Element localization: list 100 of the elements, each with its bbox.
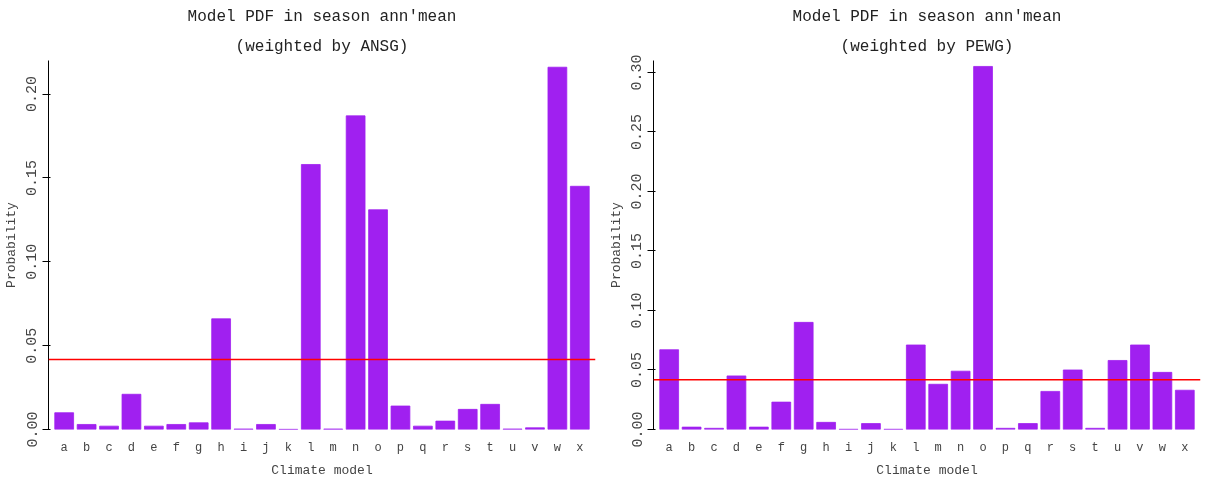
bar: [1174, 389, 1195, 430]
x-tick-label: h: [822, 440, 830, 455]
bar: [861, 423, 881, 430]
bar: [1130, 344, 1150, 430]
x-tick-label: l: [307, 440, 315, 455]
bar: [950, 370, 971, 430]
bar: [457, 408, 478, 430]
x-tick-label: n: [352, 440, 360, 455]
x-tick-label: g: [195, 440, 203, 455]
bar: [749, 426, 769, 430]
bar: [144, 425, 164, 430]
bar: [973, 66, 993, 430]
x-tick-label: m: [934, 440, 942, 455]
x-tick-label: x: [576, 440, 584, 455]
y-tick-label: 0.15: [629, 232, 647, 269]
bar: [390, 405, 411, 430]
y-tick-label: 0.25: [629, 113, 647, 150]
x-tick-label: a: [665, 440, 673, 455]
bar: [121, 393, 142, 430]
x-tick-label: t: [1091, 440, 1099, 455]
bar: [480, 403, 500, 430]
x-tick-label: c: [105, 440, 113, 455]
bar: [256, 424, 276, 430]
x-tick-label: g: [800, 440, 808, 455]
bar: [1152, 371, 1173, 430]
x-tick-label: p: [396, 440, 405, 455]
x-tick-label: l: [912, 440, 920, 455]
y-tick-label: 0.00: [24, 411, 42, 448]
bar: [368, 209, 388, 430]
x-tick-label: a: [60, 440, 68, 455]
bar: [928, 383, 949, 430]
y-tick-label: 0.05: [629, 351, 647, 388]
x-tick-label: d: [127, 440, 136, 455]
y-tick-label: 0.20: [629, 173, 647, 210]
x-tick-label: i: [239, 440, 248, 455]
bar: [569, 185, 590, 430]
y-tick-label: 0.30: [629, 54, 647, 91]
x-tick-label: k: [889, 440, 897, 455]
chart-title: Model PDF in season ann'mean: [792, 7, 1062, 26]
bar: [345, 115, 366, 430]
x-tick-label: e: [755, 440, 763, 455]
x-tick-label: v: [531, 440, 539, 455]
x-tick-label: b: [83, 440, 91, 455]
x-tick-label: w: [1158, 440, 1167, 455]
x-tick-label: o: [374, 440, 382, 455]
x-tick-label: v: [1136, 440, 1144, 455]
y-axis-title: Probability: [608, 201, 624, 288]
chart-subtitle: (weighted by ANSG): [235, 37, 409, 56]
bar: [726, 375, 747, 430]
bar: [99, 425, 119, 430]
bar: [816, 421, 836, 430]
x-tick-label: q: [419, 440, 427, 455]
x-tick-label: u: [1113, 440, 1122, 455]
x-tick-label: h: [217, 440, 225, 455]
x-tick-label: s: [464, 440, 472, 455]
bar: [681, 426, 702, 430]
x-axis-title: Climate model: [876, 462, 978, 478]
x-tick-label: m: [329, 440, 337, 455]
bar: [1107, 360, 1128, 430]
y-tick-label: 0.10: [629, 292, 647, 329]
bar: [1062, 369, 1083, 430]
x-tick-label: k: [284, 440, 292, 455]
x-tick-label: s: [1069, 440, 1077, 455]
y-tick-label: 0.00: [629, 411, 647, 448]
x-tick-label: j: [867, 440, 875, 455]
x-tick-label: u: [508, 440, 517, 455]
x-tick-label: b: [688, 440, 696, 455]
bar: [211, 318, 231, 430]
x-tick-label: n: [957, 440, 965, 455]
x-tick-label: t: [486, 440, 494, 455]
chart-title: Model PDF in season ann'mean: [187, 7, 457, 26]
x-tick-label: r: [441, 440, 449, 455]
bar: [76, 424, 97, 430]
bar: [54, 412, 75, 430]
bar: [793, 321, 814, 430]
x-tick-label: e: [150, 440, 158, 455]
x-tick-label: x: [1181, 440, 1189, 455]
chart-subtitle: (weighted by PEWG): [840, 37, 1014, 56]
x-tick-label: w: [553, 440, 562, 455]
bar: [905, 344, 926, 430]
x-tick-label: d: [732, 440, 741, 455]
x-tick-label: i: [844, 440, 853, 455]
y-tick-label: 0.15: [24, 159, 42, 196]
bar: [547, 66, 568, 430]
x-tick-label: o: [979, 440, 987, 455]
bar: [188, 422, 209, 430]
x-tick-label: f: [777, 440, 785, 455]
y-tick-label: 0.20: [24, 76, 42, 113]
x-tick-label: j: [262, 440, 270, 455]
x-axis-title: Climate model: [271, 462, 373, 478]
bar: [166, 424, 187, 430]
x-tick-label: c: [710, 440, 718, 455]
y-tick-label: 0.10: [24, 243, 42, 280]
bar: [1040, 391, 1061, 430]
bar: [659, 349, 680, 430]
x-tick-label: q: [1024, 440, 1032, 455]
bar: [435, 420, 456, 430]
x-tick-label: p: [1001, 440, 1010, 455]
bar: [413, 425, 433, 430]
y-axis-title: Probability: [3, 201, 19, 288]
